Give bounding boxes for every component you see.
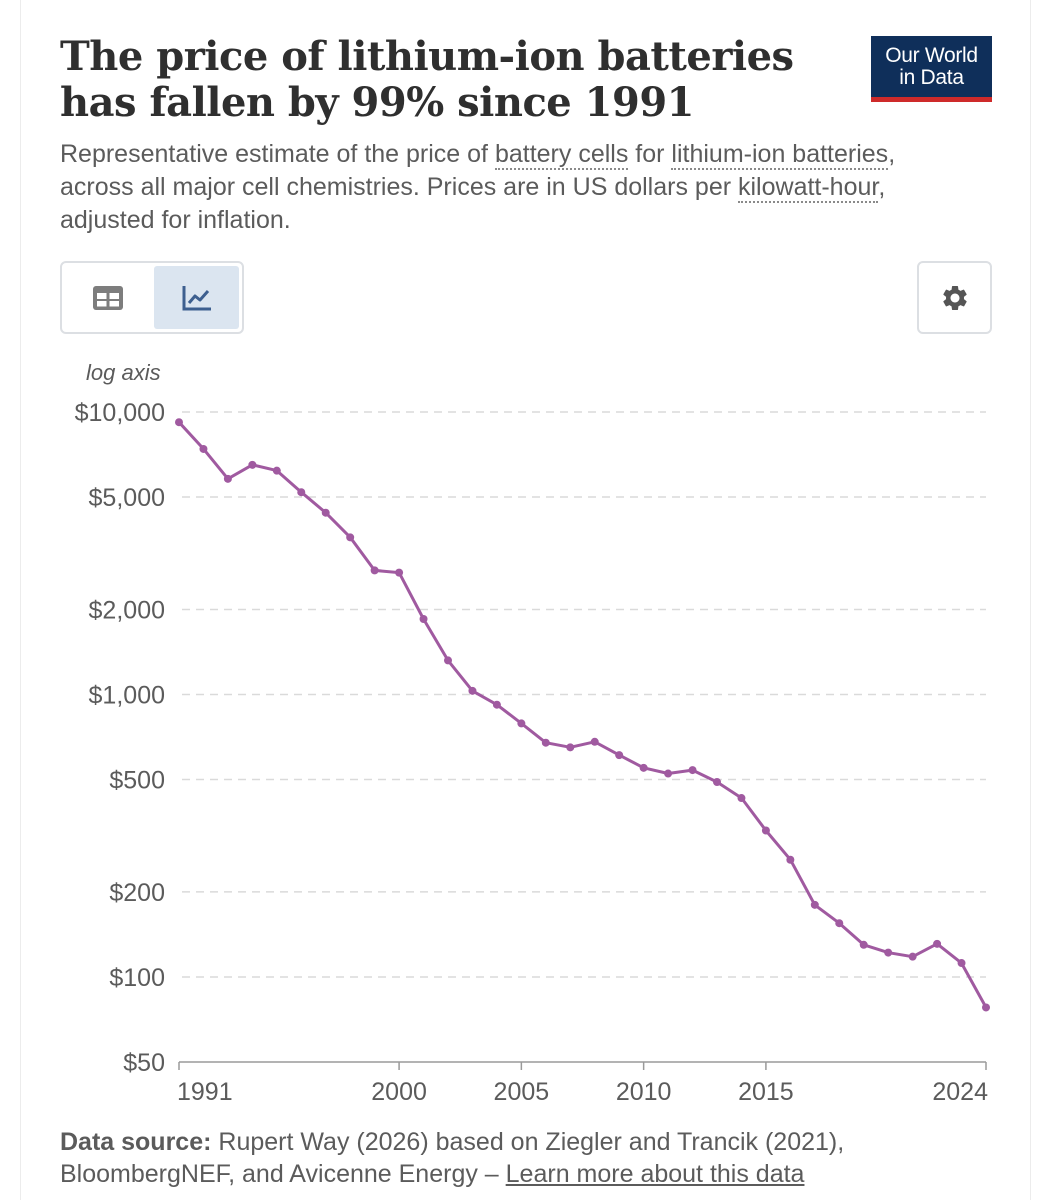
data-point[interactable] <box>297 488 306 497</box>
data-point[interactable] <box>541 738 550 747</box>
data-point[interactable] <box>395 568 404 577</box>
subtitle-text-2: for <box>628 140 672 168</box>
view-tabs <box>60 261 244 334</box>
tab-table[interactable] <box>65 266 150 329</box>
data-point[interactable] <box>884 948 893 957</box>
subtitle-text-1: Representative estimate of the price of <box>60 140 495 168</box>
x-tick-label: 2024 <box>932 1078 988 1106</box>
learn-more-link[interactable]: Learn more about this data <box>505 1160 805 1188</box>
subtitle-text-4: , adjusted for inflation. <box>60 173 886 234</box>
y-tick-label: $100 <box>109 964 165 992</box>
data-point[interactable] <box>859 940 868 949</box>
data-point[interactable] <box>639 763 648 772</box>
tab-chart[interactable] <box>154 266 239 329</box>
logo-line-2: in Data <box>899 65 964 89</box>
line-chart-icon <box>182 285 211 310</box>
y-tick-label: $5,000 <box>89 484 165 512</box>
data-point[interactable] <box>957 959 966 968</box>
data-point[interactable] <box>517 719 526 728</box>
data-source-text: Rupert Way (2026) based on Ziegler and T… <box>60 1128 845 1188</box>
x-tick-label: 1991 <box>177 1078 233 1106</box>
data-point[interactable] <box>810 900 819 909</box>
data-point[interactable] <box>786 855 795 864</box>
data-point[interactable] <box>761 826 770 835</box>
data-point[interactable] <box>835 919 844 928</box>
y-tick-label: $50 <box>123 1049 165 1077</box>
gridlines <box>182 411 986 978</box>
owid-logo[interactable]: Our World in Data <box>871 36 992 102</box>
settings-button[interactable] <box>917 261 992 334</box>
data-point[interactable] <box>175 418 183 427</box>
series-line <box>177 421 988 1009</box>
chart-frame <box>20 0 1031 1200</box>
x-tick-label: 2015 <box>738 1078 794 1106</box>
y-tick-label: $10,000 <box>75 399 165 427</box>
y-tick-label: $1,000 <box>89 681 165 709</box>
data-point[interactable] <box>346 533 355 542</box>
chart-subtitle: Representative estimate of the price of … <box>60 138 940 237</box>
x-tick-label: 2005 <box>494 1078 550 1106</box>
data-point[interactable] <box>321 508 330 517</box>
x-tick-label: 2010 <box>616 1078 672 1106</box>
gear-icon <box>942 285 967 310</box>
series-layer <box>175 418 990 1012</box>
data-point[interactable] <box>419 615 428 624</box>
data-point[interactable] <box>248 460 257 469</box>
data-point[interactable] <box>223 474 232 483</box>
data-point[interactable] <box>688 766 697 775</box>
data-point[interactable] <box>737 794 746 803</box>
x-axis: 1991 2000 2005 2010 2015 2024 <box>177 1061 988 1106</box>
data-point[interactable] <box>444 656 452 665</box>
chart-title: The price of lithium-ion batteries has f… <box>60 33 794 126</box>
data-point[interactable] <box>566 743 575 752</box>
table-icon <box>92 285 123 310</box>
data-point[interactable] <box>933 939 942 948</box>
x-tick-label: 2000 <box>371 1078 427 1106</box>
y-tick-label: $500 <box>109 767 165 795</box>
data-point[interactable] <box>468 686 477 695</box>
data-point[interactable] <box>908 952 917 961</box>
data-point[interactable] <box>664 769 673 778</box>
battery-cells-link[interactable]: battery cells <box>494 140 629 170</box>
logo-line-1: Our World <box>885 43 978 67</box>
data-point[interactable] <box>590 737 599 746</box>
kilowatt-hour-link[interactable]: kilowatt-hour <box>738 173 879 203</box>
data-source-label: Data source: <box>60 1128 212 1156</box>
data-point[interactable] <box>370 566 379 575</box>
y-axis: $10,000 $5,000 $2,000 $1,000 $500 $200 $100 $50 <box>75 399 165 1077</box>
log-axis-note: log axis <box>86 360 161 385</box>
data-point[interactable] <box>492 700 501 709</box>
subtitle-text-3: , across all major cell chemistries. Pri… <box>60 140 896 201</box>
data-point[interactable] <box>982 1003 990 1012</box>
data-point[interactable] <box>615 751 624 760</box>
y-tick-label: $200 <box>109 879 165 907</box>
data-point[interactable] <box>199 444 208 453</box>
lithium-ion-link[interactable]: lithium-ion batteries <box>671 140 889 170</box>
y-tick-label: $2,000 <box>89 596 165 624</box>
data-point[interactable] <box>713 777 721 786</box>
data-point[interactable] <box>272 466 281 475</box>
data-source: Data source: Rupert Way (2026) based on … <box>60 1126 1020 1190</box>
